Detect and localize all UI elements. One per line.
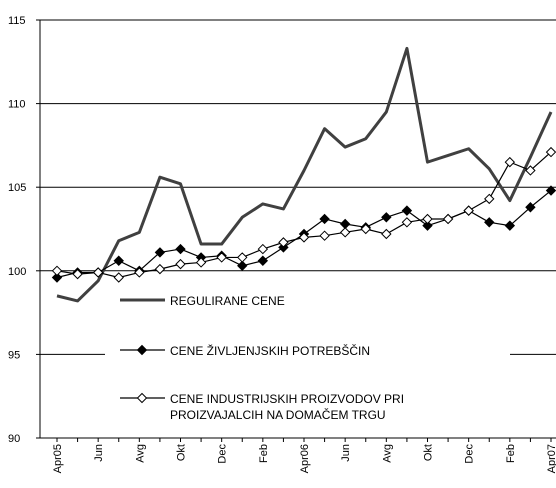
marker <box>339 227 351 238</box>
marker <box>401 205 413 216</box>
marker <box>278 237 289 248</box>
marker <box>216 252 227 263</box>
marker <box>545 146 556 158</box>
y-tick-label: 115 <box>8 15 26 27</box>
x-tick-label: Okt <box>423 444 435 461</box>
x-tick-label: Jun <box>93 444 105 462</box>
marker <box>525 202 536 213</box>
y-tick-label: 105 <box>8 182 26 194</box>
x-tick-label: Dec <box>464 444 476 464</box>
marker <box>319 230 330 241</box>
legend-label: CENE INDUSTRIJSKIH PROIZVODOV PRI PROIZVA… <box>170 392 404 422</box>
legend-label: CENE ŽIVLJENJSKIH POTREBŠČIN <box>170 343 370 358</box>
marker <box>51 265 63 277</box>
marker <box>257 243 269 255</box>
legend-label-line: CENE INDUSTRIJSKIH PROIZVODOV PRI <box>170 392 404 406</box>
y-tick-label: 95 <box>8 349 20 361</box>
marker <box>401 217 413 228</box>
x-tick-label: Avg <box>381 444 393 463</box>
series <box>56 46 553 303</box>
marker <box>339 218 351 230</box>
marker <box>484 217 495 228</box>
x-tick-label: Apr06 <box>299 444 311 473</box>
y-tick-label: 90 <box>8 433 20 445</box>
legend-label: REGULIRANE CENE <box>170 294 285 308</box>
x-tick-label: Apr07 <box>546 444 556 473</box>
marker <box>381 212 392 223</box>
legend-box <box>105 283 510 423</box>
y-tick-label: 100 <box>8 266 26 278</box>
x-tick-label: Apr05 <box>52 444 64 473</box>
legend-label-line: PROIZVAJALCIH NA DOMAČEM TRGU <box>170 407 386 422</box>
marker <box>92 267 104 278</box>
marker <box>134 267 145 278</box>
series <box>51 146 556 283</box>
marker <box>136 344 148 356</box>
marker <box>237 252 248 263</box>
marker <box>484 193 495 205</box>
marker <box>113 272 124 283</box>
marker <box>136 392 148 404</box>
marker <box>525 165 536 176</box>
marker <box>422 220 433 231</box>
marker <box>381 228 392 240</box>
marker <box>51 272 63 283</box>
marker <box>360 223 371 235</box>
marker <box>504 220 516 231</box>
marker <box>463 205 474 216</box>
marker <box>319 213 330 225</box>
x-tick-label: Feb <box>258 444 270 463</box>
marker <box>175 243 186 255</box>
marker <box>257 255 269 266</box>
marker <box>504 156 516 168</box>
y-tick-label: 110 <box>8 99 26 111</box>
marker <box>72 268 83 280</box>
marker <box>175 258 186 270</box>
marker <box>195 257 207 268</box>
x-tick-label: Feb <box>505 444 517 463</box>
marker <box>545 185 556 196</box>
x-tick-label: Jun <box>340 444 352 462</box>
series-line <box>56 46 553 303</box>
legend-label-line: REGULIRANE CENE <box>170 294 285 308</box>
marker <box>298 232 310 243</box>
legend-label-line: CENE ŽIVLJENJSKIH POTREBŠČIN <box>170 343 370 358</box>
marker <box>154 263 166 275</box>
marker <box>113 255 124 266</box>
x-tick-label: Okt <box>176 444 188 461</box>
x-tick-label: Dec <box>217 444 229 464</box>
x-tick-label: Avg <box>134 444 146 463</box>
marker <box>154 247 166 258</box>
marker <box>442 213 454 225</box>
marker <box>237 260 248 271</box>
marker <box>422 213 433 225</box>
